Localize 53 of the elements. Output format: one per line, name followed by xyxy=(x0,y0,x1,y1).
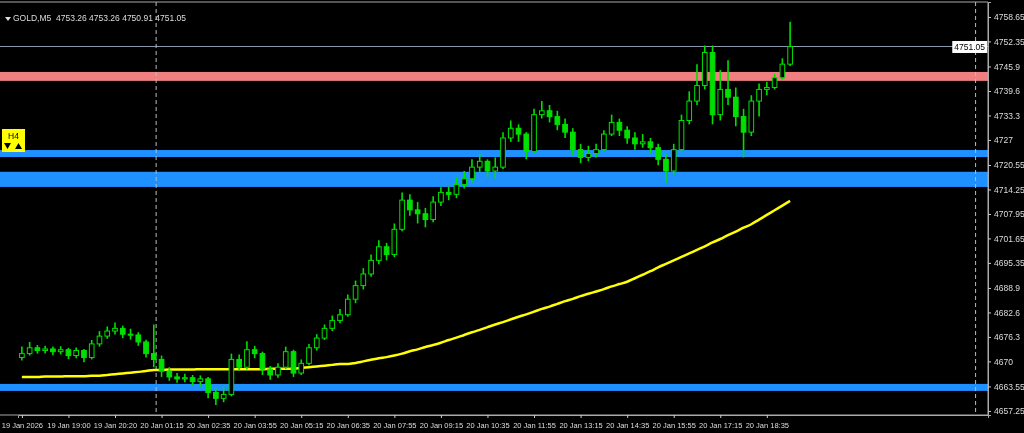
candlestick xyxy=(562,117,568,139)
candlestick xyxy=(492,156,499,180)
candlestick xyxy=(756,82,762,118)
y-tick-label: 4733.3 xyxy=(994,110,1021,121)
candlestick xyxy=(376,239,382,266)
y-tick-label: 4752.35 xyxy=(994,36,1024,47)
candlestick xyxy=(344,293,351,318)
candlestick xyxy=(469,158,475,184)
candlestick xyxy=(306,343,312,367)
y-tick-label: 4663.55 xyxy=(994,381,1024,392)
candlestick xyxy=(244,340,250,370)
y-tick-label: 4670 xyxy=(994,356,1014,367)
y-tick-label: 4727 xyxy=(994,135,1014,146)
candlestick xyxy=(407,193,413,217)
y-tick-label: 4745.9 xyxy=(994,61,1021,72)
candlestick xyxy=(655,143,662,166)
candlestick xyxy=(570,127,576,157)
y-tick-label: 4707.95 xyxy=(994,209,1024,220)
candlestick xyxy=(686,90,693,126)
candlestick xyxy=(764,80,770,97)
y-tick-label: 4720.55 xyxy=(994,160,1024,171)
candlestick xyxy=(725,59,731,106)
candlestick xyxy=(523,131,530,161)
y-tick-label: 4758.65 xyxy=(994,12,1024,23)
candlestick xyxy=(430,195,436,224)
annotation: H4 xyxy=(8,131,20,141)
y-tick-label: 4701.65 xyxy=(994,233,1024,244)
candlestick xyxy=(538,100,545,120)
y-tick-label: 4714.25 xyxy=(994,184,1024,195)
candlestick xyxy=(368,253,374,278)
candlestick xyxy=(290,348,297,378)
candlestick xyxy=(150,323,157,369)
y-tick-label: 4676.3 xyxy=(994,332,1021,343)
candlestick xyxy=(476,152,483,173)
text: GOLD,M5 4753.26 4753.26 4750.91 4751.05 xyxy=(13,13,187,23)
candlestick xyxy=(507,119,514,143)
candlestick xyxy=(88,339,95,361)
candlestick xyxy=(601,129,607,153)
candlestick xyxy=(670,143,677,176)
candlestick xyxy=(282,345,289,370)
line-series xyxy=(20,199,792,379)
y-tick-label: 4688.9 xyxy=(994,283,1021,294)
candlestick xyxy=(732,86,739,128)
ref-line-label: 4751.05 xyxy=(954,41,986,52)
candlestick xyxy=(663,152,669,184)
candlestick xyxy=(787,21,793,67)
candlestick xyxy=(205,376,211,400)
candlestick xyxy=(694,63,700,106)
y-tick-label: 4695.35 xyxy=(994,258,1024,269)
y-tick-label: 4657.25 xyxy=(994,406,1024,417)
candlestick xyxy=(438,186,444,207)
y-tick-label: 4739.6 xyxy=(994,86,1021,97)
y-tick-label: 4682.6 xyxy=(994,307,1021,318)
